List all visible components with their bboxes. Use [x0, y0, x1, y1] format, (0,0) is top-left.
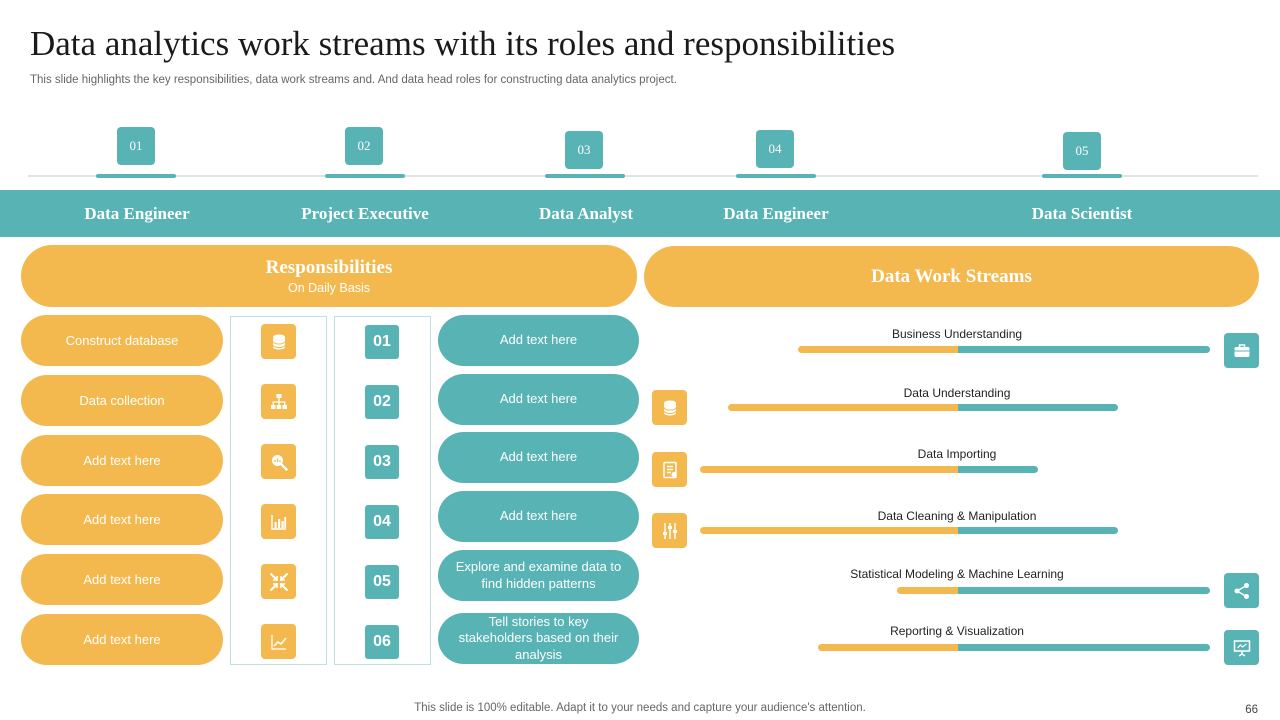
arrows-inward-icon	[261, 564, 296, 599]
database-icon	[652, 390, 687, 425]
line-chart-icon	[261, 624, 296, 659]
responsibility-item: Add text here	[21, 554, 223, 605]
work-stream-label: Reporting & Visualization	[890, 624, 1024, 638]
step-number: 02	[345, 127, 383, 165]
responsibilities-heading: Responsibilities	[265, 257, 393, 278]
work-stream-bar-teal	[958, 644, 1210, 651]
responsibility-item: Construct database	[21, 315, 223, 366]
role-label: Data Engineer	[723, 204, 829, 223]
step-base	[736, 174, 816, 178]
work-stream-bar-yellow	[818, 644, 958, 651]
step-number: 01	[117, 127, 155, 165]
role-label: Data Analyst	[539, 204, 633, 223]
work-stream-bar-teal	[958, 466, 1038, 473]
responsibilities-header: Responsibilities On Daily Basis	[21, 245, 637, 307]
step-number: 04	[756, 130, 794, 168]
description-item: Add text here	[438, 374, 639, 425]
item-number: 06	[365, 625, 399, 659]
responsibilities-subheading: On Daily Basis	[288, 281, 370, 295]
work-streams-header: Data Work Streams	[644, 246, 1259, 307]
sliders-icon	[652, 513, 687, 548]
item-number: 03	[365, 445, 399, 479]
work-streams-heading: Data Work Streams	[871, 265, 1032, 287]
responsibility-item: Data collection	[21, 375, 223, 426]
work-stream-bar-yellow	[700, 466, 958, 473]
item-number: 05	[365, 565, 399, 599]
role-label: Project Executive	[301, 204, 429, 223]
search-analytics-icon	[261, 444, 296, 479]
step-base	[1042, 174, 1122, 178]
work-stream-label: Data Cleaning & Manipulation	[877, 509, 1037, 523]
step-base	[96, 174, 176, 178]
work-stream-bar-yellow	[700, 527, 958, 534]
timeline-line	[28, 175, 1258, 177]
slide-title: Data analytics work streams with its rol…	[30, 24, 896, 63]
role-label: Data Engineer	[84, 204, 190, 223]
work-stream-bar-yellow	[798, 346, 958, 353]
step-number: 05	[1063, 132, 1101, 170]
item-number: 01	[365, 325, 399, 359]
description-item: Add text here	[438, 432, 639, 483]
work-stream-label: Data Understanding	[903, 386, 1011, 400]
responsibility-item: Add text here	[21, 614, 223, 665]
footer-note: This slide is 100% editable. Adapt it to…	[414, 702, 866, 714]
description-item: Explore and examine data to find hidden …	[438, 550, 639, 601]
description-item: Add text here	[438, 491, 639, 542]
document-icon	[652, 452, 687, 487]
icon-column-frame	[230, 316, 327, 665]
presentation-icon	[1224, 630, 1259, 665]
description-item: Tell stories to key stakeholders based o…	[438, 613, 639, 664]
work-stream-bar-yellow	[897, 587, 958, 594]
step-base	[545, 174, 625, 178]
work-stream-bar-teal	[958, 527, 1118, 534]
role-band	[0, 190, 1280, 237]
work-stream-bar-teal	[958, 346, 1210, 353]
briefcase-icon	[1224, 333, 1259, 368]
item-number: 04	[365, 505, 399, 539]
bar-chart-icon	[261, 504, 296, 539]
responsibility-item: Add text here	[21, 435, 223, 486]
work-stream-label: Data Importing	[917, 447, 997, 461]
role-label: Data Scientist	[1031, 204, 1133, 223]
responsibility-item: Add text here	[21, 494, 223, 545]
page-number: 66	[1245, 704, 1258, 716]
hierarchy-icon	[261, 384, 296, 419]
slide-subtitle: This slide highlights the key responsibi…	[30, 74, 677, 86]
description-item: Add text here	[438, 315, 639, 366]
step-base	[325, 174, 405, 178]
database-icon	[261, 324, 296, 359]
work-stream-bar-teal	[958, 404, 1118, 411]
work-stream-label: Business Understanding	[891, 327, 1023, 341]
work-stream-label: Statistical Modeling & Machine Learning	[850, 567, 1064, 581]
number-column-frame	[334, 316, 431, 665]
step-number: 03	[565, 131, 603, 169]
work-stream-bar-yellow	[728, 404, 958, 411]
work-stream-bar-teal	[958, 587, 1210, 594]
item-number: 02	[365, 385, 399, 419]
share-icon	[1224, 573, 1259, 608]
